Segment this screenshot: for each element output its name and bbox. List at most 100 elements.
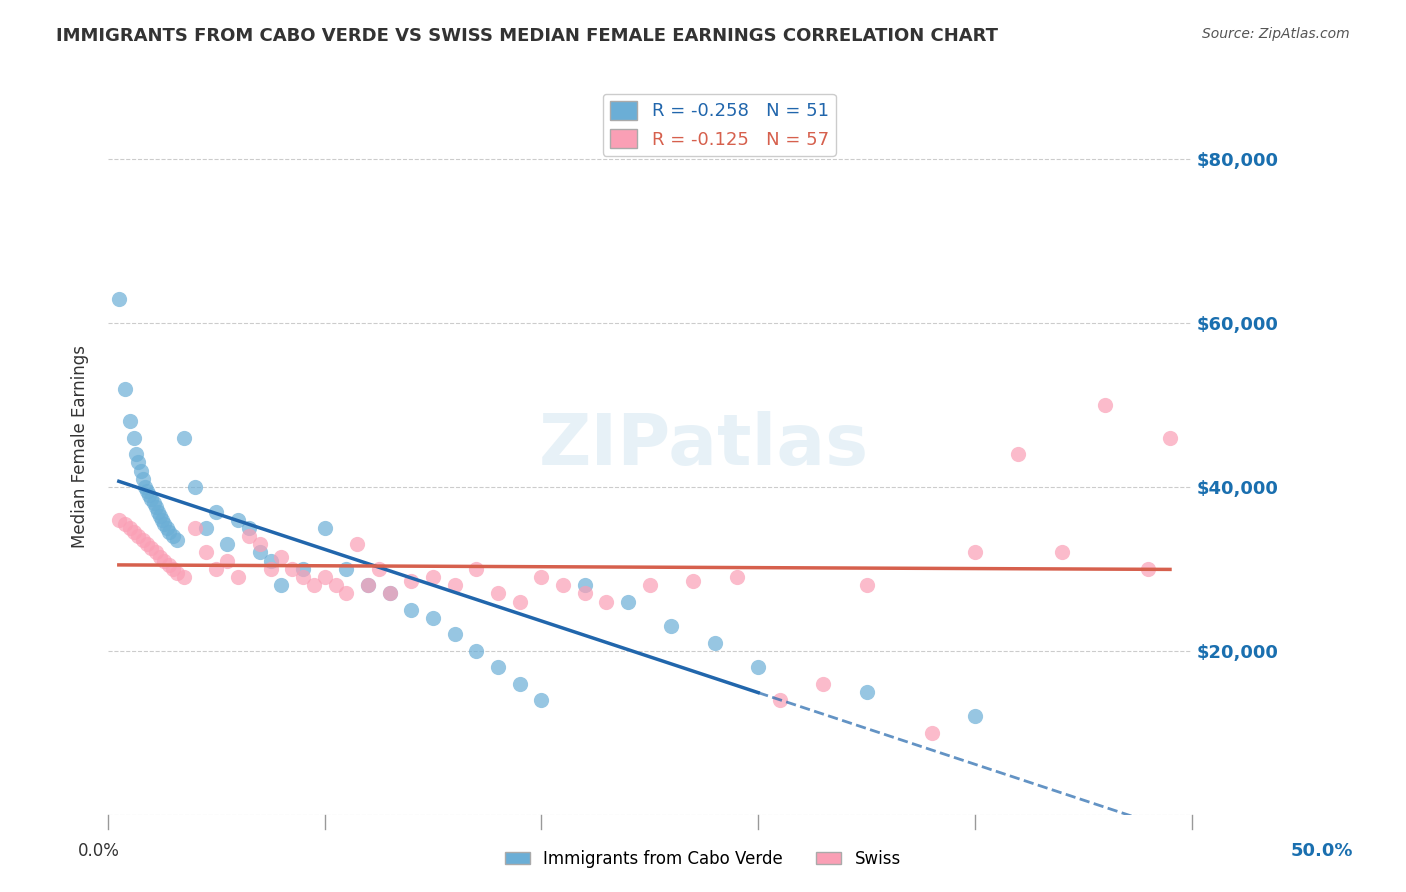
Point <box>617 594 640 608</box>
Text: 0.0%: 0.0% <box>77 842 120 860</box>
Point <box>127 455 149 469</box>
Point <box>422 570 444 584</box>
Point <box>357 578 380 592</box>
Point <box>769 693 792 707</box>
Point <box>205 504 228 518</box>
Point <box>281 562 304 576</box>
Point <box>162 562 184 576</box>
Point <box>963 709 986 723</box>
Point <box>921 725 943 739</box>
Point <box>747 660 769 674</box>
Point <box>259 562 281 576</box>
Point <box>183 480 205 494</box>
Point <box>136 484 159 499</box>
Point <box>465 644 488 658</box>
Point <box>142 496 165 510</box>
Point <box>183 521 205 535</box>
Point <box>149 508 172 523</box>
Legend: Immigrants from Cabo Verde, Swiss: Immigrants from Cabo Verde, Swiss <box>498 844 908 875</box>
Point <box>725 570 748 584</box>
Point <box>145 545 167 559</box>
Point <box>530 693 553 707</box>
Point <box>194 545 217 559</box>
Point <box>378 586 401 600</box>
Point <box>114 516 136 531</box>
Point <box>157 558 180 572</box>
Point <box>357 578 380 592</box>
Point <box>335 586 357 600</box>
Point <box>509 594 531 608</box>
Point <box>118 414 141 428</box>
Point <box>205 562 228 576</box>
Point <box>314 521 336 535</box>
Point <box>292 562 315 576</box>
Point <box>574 586 596 600</box>
Point <box>122 431 145 445</box>
Point <box>661 619 683 633</box>
Point <box>249 537 271 551</box>
Point <box>595 594 617 608</box>
Point <box>145 500 167 515</box>
Point <box>150 513 173 527</box>
Point <box>146 504 169 518</box>
Point <box>141 541 163 556</box>
Point <box>108 513 131 527</box>
Point <box>703 635 725 649</box>
Point <box>149 549 172 564</box>
Point <box>422 611 444 625</box>
Text: Source: ZipAtlas.com: Source: ZipAtlas.com <box>1202 27 1350 41</box>
Point <box>127 529 149 543</box>
Point <box>465 562 488 576</box>
Point <box>166 533 188 548</box>
Point <box>259 554 281 568</box>
Point <box>141 492 163 507</box>
Point <box>238 529 260 543</box>
Point <box>155 521 177 535</box>
Point <box>401 574 423 589</box>
Point <box>108 292 131 306</box>
Text: ZIPatlas: ZIPatlas <box>538 411 869 481</box>
Point <box>325 578 347 592</box>
Point <box>173 431 195 445</box>
Point <box>1007 447 1029 461</box>
Point <box>114 382 136 396</box>
Point <box>401 603 423 617</box>
Point <box>125 447 148 461</box>
Point <box>136 537 159 551</box>
Point <box>486 586 509 600</box>
Point <box>443 578 465 592</box>
Point <box>530 570 553 584</box>
Point <box>129 464 152 478</box>
Point <box>194 521 217 535</box>
Point <box>270 549 292 564</box>
Point <box>509 676 531 690</box>
Point <box>249 545 271 559</box>
Point <box>443 627 465 641</box>
Point <box>122 524 145 539</box>
Point <box>270 578 292 592</box>
Point <box>367 562 389 576</box>
Point <box>226 513 249 527</box>
Point <box>157 524 180 539</box>
Point <box>238 521 260 535</box>
Point <box>855 684 877 698</box>
Point <box>131 533 153 548</box>
Point <box>1137 562 1160 576</box>
Point <box>162 529 184 543</box>
Point <box>314 570 336 584</box>
Point <box>574 578 596 592</box>
Point <box>217 554 239 568</box>
Point <box>1159 431 1181 445</box>
Point <box>292 570 315 584</box>
Point <box>153 554 176 568</box>
Text: 50.0%: 50.0% <box>1291 842 1353 860</box>
Point <box>335 562 357 576</box>
Point <box>166 566 188 580</box>
Point <box>138 488 160 502</box>
Point <box>302 578 325 592</box>
Point <box>1094 398 1116 412</box>
Point <box>153 516 176 531</box>
Point <box>811 676 834 690</box>
Point <box>226 570 249 584</box>
Text: IMMIGRANTS FROM CABO VERDE VS SWISS MEDIAN FEMALE EARNINGS CORRELATION CHART: IMMIGRANTS FROM CABO VERDE VS SWISS MEDI… <box>56 27 998 45</box>
